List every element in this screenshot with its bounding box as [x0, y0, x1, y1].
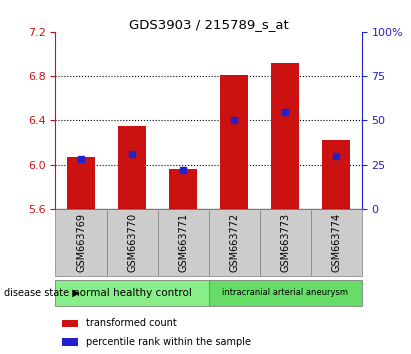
Bar [209, 209, 260, 276]
Title: GDS3903 / 215789_s_at: GDS3903 / 215789_s_at [129, 18, 289, 31]
Bar [209, 280, 362, 306]
Text: transformed count: transformed count [86, 318, 177, 328]
Bar [322, 140, 350, 209]
Bar [157, 209, 208, 276]
Bar [106, 209, 157, 276]
Bar [55, 280, 209, 306]
Bar [260, 209, 311, 276]
Bar [62, 320, 79, 327]
Text: GSM663773: GSM663773 [280, 213, 290, 272]
Text: GSM663770: GSM663770 [127, 213, 137, 272]
Text: disease state ▶: disease state ▶ [4, 288, 80, 298]
Bar [55, 209, 106, 276]
Text: GSM663769: GSM663769 [76, 213, 86, 272]
Bar [311, 209, 362, 276]
Text: normal healthy control: normal healthy control [73, 288, 192, 298]
Bar [67, 157, 95, 209]
Bar [62, 338, 79, 346]
Bar [220, 75, 248, 209]
Text: GSM663771: GSM663771 [178, 213, 188, 272]
Text: intracranial arterial aneurysm: intracranial arterial aneurysm [222, 289, 348, 297]
Text: percentile rank within the sample: percentile rank within the sample [86, 337, 251, 347]
Text: GSM663774: GSM663774 [331, 213, 341, 272]
Text: GSM663772: GSM663772 [229, 213, 239, 272]
Bar [118, 126, 146, 209]
Bar [271, 63, 299, 209]
Bar [169, 169, 197, 209]
